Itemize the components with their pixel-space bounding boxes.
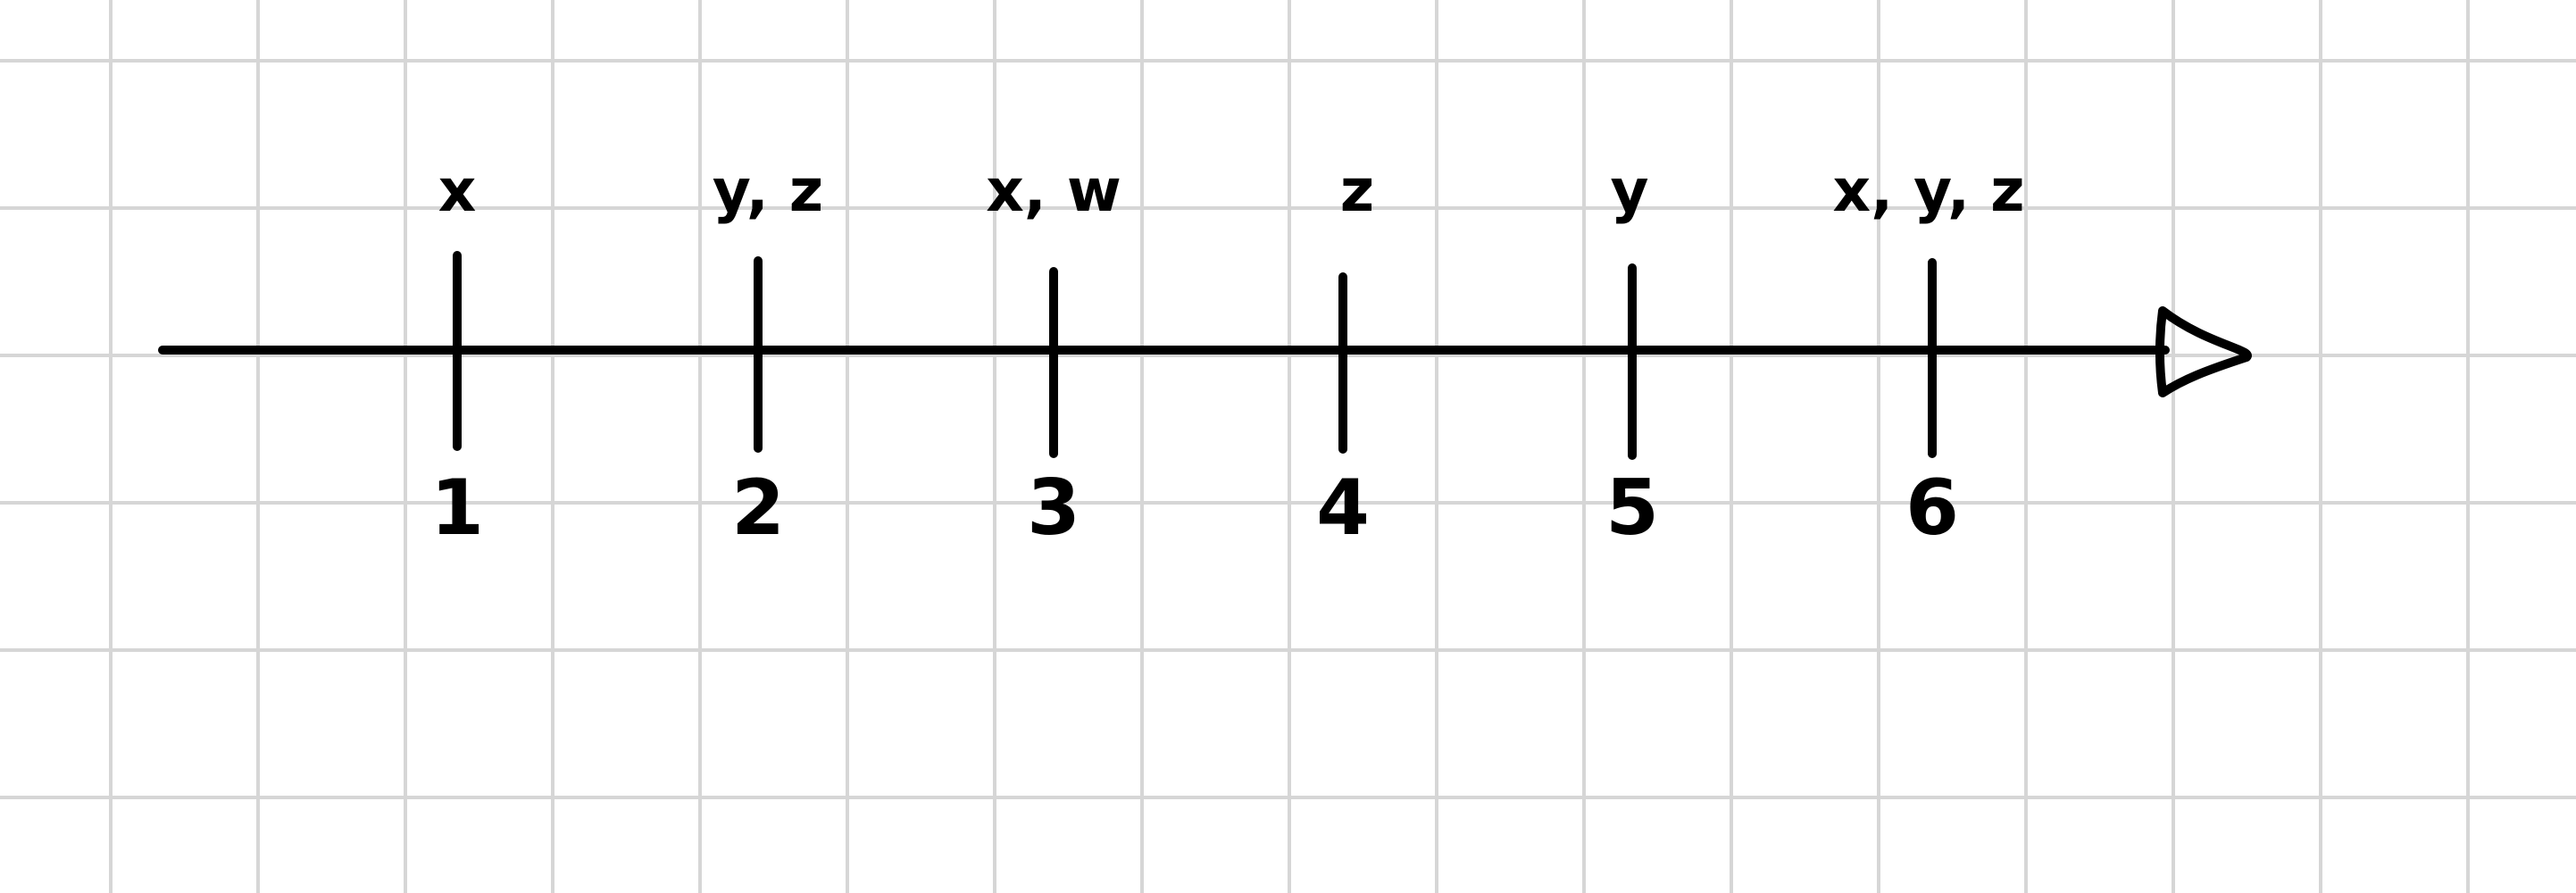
tick-top-label: x, w [986,156,1121,225]
tick-top-label: x, y, z [1833,156,2025,225]
tick-number-label: 5 [1605,463,1659,553]
tick-top-label: y [1610,156,1648,225]
tick-number-label: 2 [731,463,785,553]
arrow-head-icon [2155,306,2252,397]
tick-top-label: z [1340,156,1374,225]
tick-top-label: y, z [713,156,823,225]
tick-number-label: 4 [1316,463,1370,553]
tick-number-label: 3 [1027,463,1080,553]
ticks-layer: x 1 y, z 2 x, w 3 z 4 y 5 x, y, z 6 [430,156,2024,553]
tick-number-label: 6 [1905,463,1959,553]
tick-number-label: 1 [430,463,484,553]
tick-top-label: x [438,156,477,225]
